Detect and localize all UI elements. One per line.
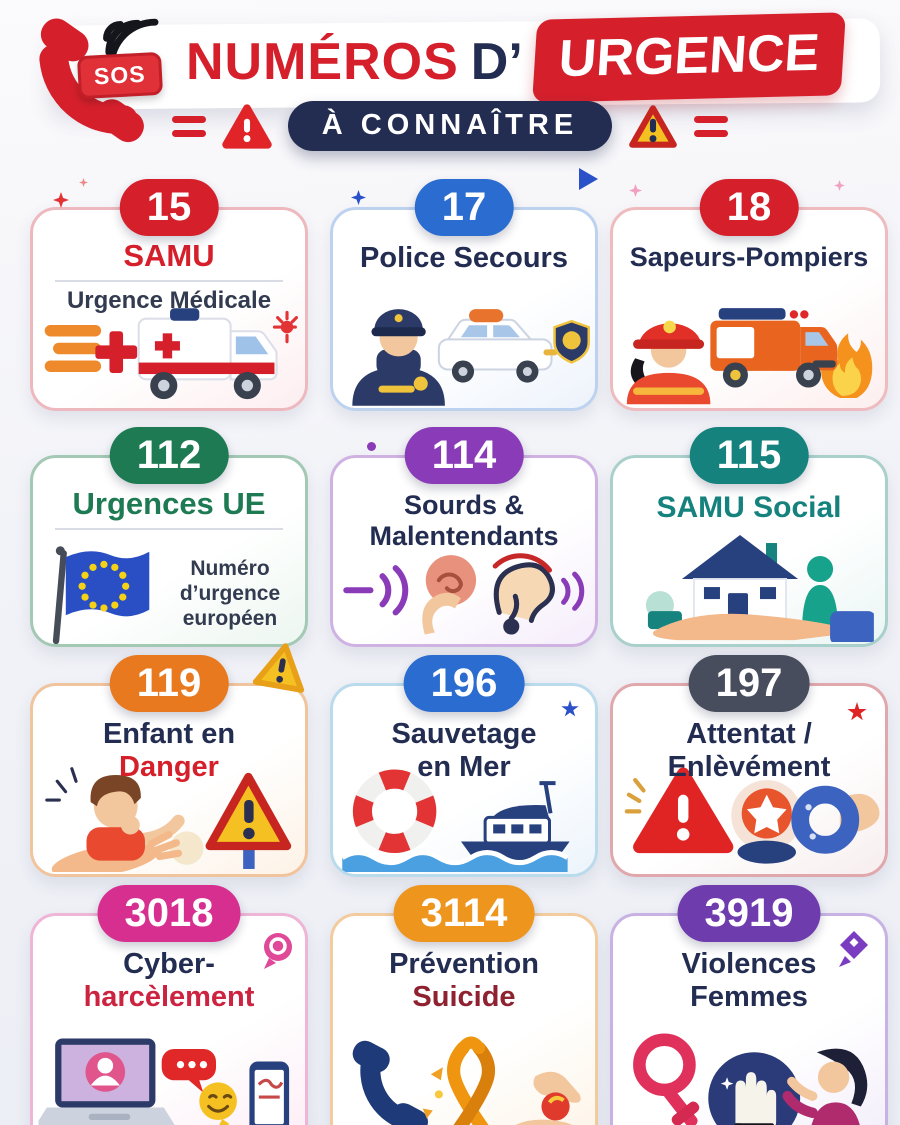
- card-title: Police Secours: [360, 242, 568, 274]
- equals-dash-icon: [694, 115, 729, 137]
- warning-triangle-red-icon: [222, 103, 272, 149]
- card-title-line2: Enlèvément: [667, 750, 831, 783]
- arrow-icon: [579, 168, 609, 190]
- warning-triangle-yellow-icon: [629, 104, 678, 148]
- card-title: Enfant en: [102, 718, 236, 750]
- sparkle-icon: [79, 178, 88, 187]
- sos-badge: SOS: [76, 51, 163, 100]
- number-badge: 196: [403, 655, 525, 712]
- lifebuoy-boat-illustration: [340, 769, 570, 872]
- number-badge: 15: [119, 179, 219, 236]
- child-warning-illustration: [45, 767, 292, 872]
- subtitle-pill: À CONNAÎTRE: [287, 101, 613, 151]
- eu-flag-illustration: [52, 546, 150, 644]
- warning-triangle-icon: [252, 643, 305, 693]
- card-17-police-secours: 17 Police Secours: [330, 168, 598, 411]
- number-badge: 197: [688, 655, 810, 712]
- card-3919-violences-femmes: 3919 Violences Femmes: [610, 885, 888, 1125]
- ear-hearing-signs-illustration: [343, 553, 585, 635]
- card-3114-prevention-suicide: 3114 Prévention Suicide: [330, 885, 598, 1125]
- woman-stop-hand-illustration: [633, 1033, 868, 1125]
- title-word-numeros: NUMÉROS: [186, 32, 459, 91]
- poster-subtitle-row: À CONNAÎTRE: [0, 101, 900, 151]
- card-title-line2: en Mer: [417, 750, 511, 783]
- card-119-enfant-en-danger: 119 Enfant en Danger: [30, 643, 308, 877]
- divider: [55, 280, 283, 283]
- card-title-line2: Malentendants: [369, 520, 559, 551]
- card-title: SAMU Social: [656, 491, 842, 524]
- phone-ribbon-hands-illustration: [352, 1036, 581, 1125]
- title-word-urgence: URGENCE: [531, 12, 846, 103]
- card-subtitle: Numéro d’urgence européen: [179, 556, 281, 631]
- card-title: Sauvetage: [391, 718, 537, 750]
- dot-icon: [367, 442, 376, 451]
- number-badge: 114: [404, 427, 524, 484]
- number-badge: 18: [699, 179, 799, 236]
- chat-search-icon: [264, 933, 292, 969]
- title-word-apostrophe: D’: [470, 32, 523, 91]
- card-title-line2: harcèlement: [83, 980, 255, 1013]
- alert-badge-handcuff-illustration: [624, 767, 880, 864]
- number-badge: 3919: [677, 885, 821, 942]
- sparkle-icon: [351, 190, 366, 205]
- card-18-sapeurs-pompiers: 18 Sapeurs-Pompiers: [610, 179, 888, 411]
- number-badge: 3018: [97, 885, 241, 942]
- card-title: SAMU: [123, 238, 215, 273]
- ambulance-illustration: [44, 307, 298, 399]
- card-title-line2: Femmes: [690, 980, 808, 1013]
- card-title: Sourds &: [403, 490, 524, 520]
- card-112-urgences-ue: 112 Urgences UE Numéro d’urgence europée…: [30, 427, 308, 647]
- card-3018-cyberharcelement: 3018 Cyber- harcèlement: [30, 885, 308, 1125]
- number-badge: 3114: [393, 885, 535, 942]
- divider: [55, 528, 283, 531]
- sparkle-icon: [629, 184, 642, 197]
- card-114-sourds-malentendants: 114 Sourds & Malentendants: [330, 427, 598, 647]
- police-officer-car-illustration: [352, 309, 590, 406]
- number-badge: 115: [689, 427, 809, 484]
- number-badge: 119: [109, 655, 229, 712]
- equals-dash-icon: [171, 115, 206, 137]
- poster-title: NUMÉROS D’ URGENCE: [186, 12, 846, 103]
- card-196-sauvetage-en-mer: 196 Sauvetage en Mer: [330, 655, 598, 877]
- card-title-line2: Suicide: [412, 980, 516, 1013]
- laptop-phone-messages-illustration: [38, 1038, 290, 1125]
- card-title: Urgences UE: [72, 486, 266, 521]
- card-title: Violences: [681, 948, 817, 980]
- card-title-line2: Danger: [119, 750, 219, 783]
- sparkle-icon: [834, 180, 845, 191]
- card-subtitle: Urgence Médicale: [66, 287, 272, 315]
- card-15-samu: 15 SAMU Urgence Médicale: [30, 178, 308, 411]
- card-115-samu-social: 115 SAMU Social: [610, 427, 888, 647]
- number-badge: 112: [109, 427, 229, 484]
- card-title: Prévention: [389, 948, 539, 980]
- card-title: Cyber-: [123, 948, 215, 980]
- card-197-attentat-enlevement: 197 Attentat / Enlèvément: [610, 655, 888, 877]
- card-title: Attentat /: [686, 718, 812, 750]
- firefighter-truck-flames-illustration: [626, 307, 873, 404]
- number-badge: 17: [414, 179, 514, 236]
- house-in-hand-illustration: [645, 534, 875, 642]
- card-title: Sapeurs-Pompiers: [629, 242, 869, 272]
- sparkle-icon: [53, 192, 69, 208]
- diamond-chat-icon: [839, 931, 868, 967]
